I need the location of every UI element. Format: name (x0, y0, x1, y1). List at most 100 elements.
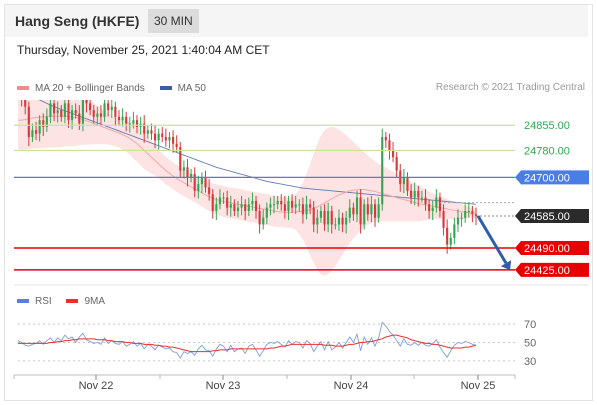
candle-body (345, 217, 348, 225)
candle-body (298, 204, 301, 206)
price-tag-label: 24780.00 (524, 145, 570, 157)
candle-body (442, 211, 445, 228)
candle-body (348, 207, 351, 218)
candle-body (301, 204, 304, 215)
candle-body (110, 106, 113, 111)
9ma-swatch (66, 299, 79, 303)
candle-body (52, 103, 56, 114)
candle-body (240, 204, 243, 208)
instrument-title: Hang Seng (HKFE) (15, 13, 140, 29)
candle-body (182, 167, 185, 171)
candle-body (89, 103, 92, 111)
candle-body (135, 120, 139, 127)
candle-body (31, 130, 34, 137)
legend-ma50-label: MA 50 (177, 82, 206, 94)
candle-body (74, 110, 77, 114)
candle-body (143, 123, 146, 134)
candle-body (171, 137, 175, 144)
candle-body (366, 204, 369, 215)
candle-body (211, 194, 214, 211)
candle-body (312, 207, 315, 225)
candle-body (193, 174, 196, 191)
candle-body (327, 211, 330, 225)
forecast-arrow-head (500, 260, 512, 271)
x-tick-label: Nov 24 (334, 380, 369, 392)
price-tag-24780.00: 24780.00 (524, 145, 570, 157)
legend-rsi: RSI (17, 296, 52, 307)
candle-body (114, 106, 117, 117)
candle-body (186, 167, 189, 178)
candle-body (363, 204, 366, 225)
candle-body (218, 197, 222, 205)
candle-body (467, 211, 470, 212)
candle-body (410, 190, 413, 198)
legend-bollinger-label: MA 20 + Bollinger Bands (35, 82, 145, 94)
candle-body (96, 113, 99, 117)
timeframe-badge[interactable]: 30 MIN (148, 9, 199, 33)
research-credit: Research © 2021 Trading Central (435, 82, 585, 93)
legend-bollinger: MA 20 + Bollinger Bands (17, 83, 145, 94)
rsi-legend: RSI 9MA (17, 295, 117, 307)
candle-body (373, 204, 377, 218)
price-tag-bg (515, 241, 589, 255)
candle-body (471, 211, 474, 215)
price-tag-label: 24425.00 (524, 265, 570, 277)
candle-body (294, 204, 297, 208)
candle-body (45, 116, 48, 127)
candle-body (63, 103, 66, 117)
candle-body (464, 211, 467, 218)
rsi-9ma-line (18, 334, 477, 353)
candle-body (384, 137, 387, 141)
chart-datetime: Thursday, November 25, 2021 1:40:04 AM C… (17, 43, 270, 57)
candle-body (128, 123, 131, 125)
candle-body (323, 211, 326, 225)
candle-body (283, 204, 286, 211)
forecast-arrow-shaft (476, 215, 508, 264)
price-tag-24425.00: 24425.00 (515, 262, 589, 277)
candle-body (391, 150, 395, 158)
candle-body (316, 217, 319, 225)
candle-body (107, 103, 110, 111)
rsi-tick-label: 70 (524, 319, 536, 331)
candle-body (17, 87, 19, 94)
candle-body (453, 224, 456, 238)
candle-body (359, 197, 362, 225)
candle-body (355, 197, 359, 215)
rsi-panel: 70 50 30 (17, 319, 536, 368)
candle-body (204, 177, 207, 188)
legend-rsi-label: RSI (35, 295, 52, 307)
legend-9ma: 9MA (66, 296, 105, 307)
candle-body (265, 207, 268, 218)
candle-body (56, 110, 59, 114)
candle-body (215, 204, 218, 211)
candle-body (197, 184, 200, 191)
price-tag-24585.00: 24585.00 (515, 209, 589, 224)
candle-body (381, 137, 384, 205)
price-tag-24490.00: 24490.00 (515, 241, 589, 255)
candle-body (190, 174, 193, 178)
candle-body (27, 106, 30, 137)
candle-body (236, 207, 240, 211)
candle-body (85, 100, 88, 104)
candle-body (67, 103, 70, 121)
candle-body (71, 110, 74, 121)
x-tick-label: Nov 23 (206, 380, 241, 392)
candle-body (446, 227, 449, 245)
candle-body (417, 190, 420, 198)
candle-body (254, 200, 258, 211)
header-bar: Hang Seng (HKFE) 30 MIN (5, 5, 588, 37)
bollinger-band (18, 100, 476, 276)
candle-body (428, 204, 431, 211)
candle-body (456, 217, 460, 225)
candle-body (406, 177, 409, 191)
ma20-line (18, 115, 477, 214)
rsi-tick-label: 30 (524, 356, 536, 368)
candle-body (262, 217, 265, 225)
candle-body (125, 116, 128, 124)
ma50-swatch (159, 86, 172, 90)
candle-body (388, 140, 391, 151)
price-tag-label: 24700.00 (524, 172, 570, 184)
price-tag-24700.00: 24700.00 (515, 170, 589, 185)
rsi-swatch (17, 299, 29, 303)
candle-body (413, 190, 416, 198)
